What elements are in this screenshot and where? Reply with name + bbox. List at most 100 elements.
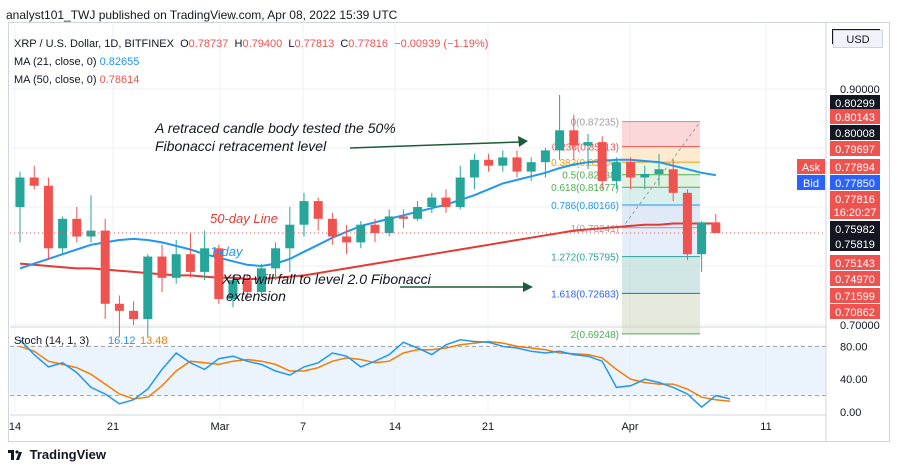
candle-body — [86, 230, 96, 237]
candle-body — [313, 201, 323, 219]
candle — [370, 218, 380, 243]
price-tag-value: 0.75819 — [835, 239, 875, 251]
price-tag-box — [830, 304, 880, 319]
candle — [356, 221, 366, 249]
price-tag: 0.75143 — [830, 255, 880, 270]
price-tag: 0.71599 — [830, 288, 880, 303]
candle-body — [654, 169, 664, 174]
price-tag-label-box — [797, 175, 825, 190]
price-tag-value: 0.71599 — [835, 291, 875, 303]
candle-body — [72, 218, 82, 237]
candle-body — [398, 216, 408, 219]
candle — [43, 177, 53, 261]
price-tag-value: 16:20:27 — [834, 207, 877, 219]
ma21-value: 0.82655 — [99, 56, 140, 68]
candle-body — [455, 177, 465, 207]
candle-body — [356, 224, 366, 243]
candle — [441, 189, 451, 213]
candle-body — [228, 280, 238, 300]
candle-body — [611, 162, 621, 182]
ma50-row[interactable]: MA (50, close, 0) 0.78614 — [14, 71, 488, 89]
candle-body — [555, 130, 565, 151]
ma50-tag: 50-day Line — [210, 211, 278, 226]
chart-frame[interactable] — [8, 22, 890, 442]
price-tag: 16:20:27 — [830, 204, 880, 219]
price-tag-box — [830, 221, 880, 236]
candle-body — [469, 159, 479, 178]
time-axis: 14 21 Mar 7 14 21 Apr 11 — [9, 414, 826, 433]
annotation-text: extension — [226, 288, 286, 304]
candle — [185, 232, 195, 278]
candle-body — [427, 197, 437, 207]
price-tag: 0.75819 — [830, 236, 880, 251]
candle-body — [15, 177, 25, 207]
candle — [455, 165, 465, 210]
annotations: A retraced candle body tested the 50% Fib… — [154, 120, 533, 304]
footer-brand: TradingView — [29, 447, 106, 463]
price-tag: 0.74970 — [830, 271, 880, 286]
stoch-band — [10, 346, 826, 396]
time-tick: 21 — [107, 421, 119, 433]
candle — [157, 244, 167, 292]
fib-zone — [622, 162, 700, 175]
stoch-axis-tick: 40.00 — [840, 374, 868, 386]
candle — [654, 153, 664, 186]
price-tag-value: 0.80299 — [835, 98, 875, 110]
price-tag-box — [830, 191, 880, 206]
fib-trend-line — [621, 121, 701, 229]
annotation-text: XRP will fall to level 2.0 Fibonacci — [221, 271, 432, 287]
candle-body — [526, 162, 536, 172]
candle-body — [242, 280, 252, 292]
price-tag-label: Bid — [803, 178, 819, 190]
price-tag: Ask 0.77894 — [797, 159, 880, 174]
candle-body — [327, 218, 337, 237]
time-tick: 11 — [760, 421, 771, 433]
price-tag-box — [830, 125, 880, 140]
candle — [299, 192, 309, 237]
candle-body — [711, 222, 721, 233]
price-tag-value: 0.80008 — [835, 128, 875, 140]
price-tag-value: 0.75982 — [835, 224, 875, 236]
candle — [540, 148, 550, 178]
fib-zone — [622, 121, 700, 147]
candle-body — [285, 224, 295, 249]
currency-button[interactable]: USD — [833, 30, 883, 48]
candle-body — [200, 248, 210, 272]
candle — [697, 221, 707, 272]
ma50-label: MA (50, close, 0) — [14, 74, 97, 86]
candle — [498, 150, 508, 172]
close-value: 0.77816 — [348, 38, 389, 50]
candle-body — [100, 230, 110, 304]
candle-body — [540, 150, 550, 163]
publisher-line: analyst101_TWJ published on TradingView.… — [6, 8, 398, 22]
low-value: 0.77813 — [294, 38, 335, 50]
price-tag-box — [830, 109, 880, 124]
price-tag-value: 0.77816 — [835, 194, 875, 206]
candle — [129, 301, 139, 325]
price-tag-box — [830, 175, 880, 190]
candle-body — [512, 157, 522, 172]
time-tick: 7 — [300, 421, 306, 433]
fib-zone — [622, 187, 700, 206]
candle — [711, 214, 721, 233]
fib-level-label: 0(0.87235) — [571, 118, 619, 129]
price-tag-box — [830, 141, 880, 156]
candle — [640, 165, 650, 190]
candle-body — [583, 142, 593, 146]
stoch-axis-tick: 80.00 — [840, 341, 868, 353]
price-tag-value: 0.74970 — [835, 274, 875, 286]
candle — [327, 212, 337, 245]
price-tag-box — [830, 255, 880, 270]
stoch-d-value: 13.48 — [140, 335, 168, 347]
candle-body — [640, 173, 650, 178]
ma21-row[interactable]: MA (21, close, 0) 0.82655 — [14, 53, 488, 71]
fib-level-label: 0.5(0.82738) — [562, 171, 619, 182]
price-tag: Bid 0.77850 — [797, 175, 880, 190]
candle — [583, 133, 593, 170]
price-tag: 0.77816 — [830, 191, 880, 206]
fib-level-label: 0.786(0.80166) — [551, 201, 619, 212]
price-tag-value: 0.70862 — [835, 307, 875, 319]
candle — [285, 207, 295, 272]
fib-zone — [622, 293, 700, 334]
price-tag-value: 0.77850 — [835, 178, 875, 190]
